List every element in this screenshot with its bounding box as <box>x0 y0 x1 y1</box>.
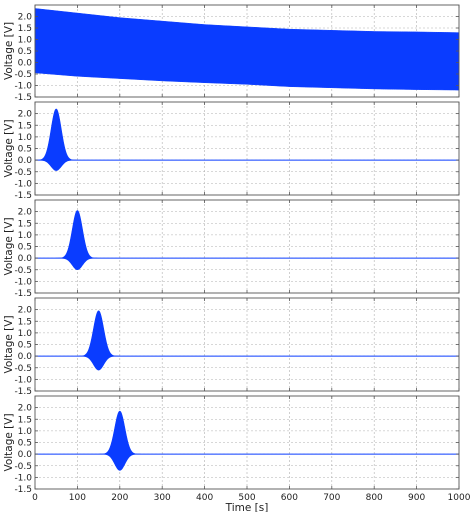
y-tick-label: -0.5 <box>14 364 32 374</box>
y-tick-label: 1.5 <box>18 415 32 425</box>
y-axis-title: Voltage [V] <box>3 217 15 275</box>
y-tick-label: -0.5 <box>14 168 32 178</box>
y-tick-label: 1.0 <box>18 133 33 143</box>
y-tick-label: 0.0 <box>18 450 33 460</box>
y-tick-label: 0.0 <box>18 156 33 166</box>
y-tick-label: -1.0 <box>14 179 32 189</box>
y-tick-label: 1.5 <box>18 219 32 229</box>
y-tick-label: 0.5 <box>18 145 32 155</box>
y-tick-label: 2.0 <box>18 404 33 414</box>
y-tick-label: -1.5 <box>14 289 32 299</box>
y-axis-title: Voltage [V] <box>3 119 15 177</box>
y-tick-label: 0.0 <box>18 352 33 362</box>
x-tick-label: 300 <box>154 493 171 503</box>
y-tick-label: 0.5 <box>18 341 32 351</box>
y-tick-label: 0.5 <box>18 439 32 449</box>
y-tick-label: 0.0 <box>18 59 33 69</box>
y-tick-label: 1.0 <box>18 329 33 339</box>
y-tick-label: -1.0 <box>14 375 32 385</box>
y-axis-title: Voltage [V] <box>3 413 15 471</box>
x-tick-label: 0 <box>32 493 38 503</box>
x-tick-label: 800 <box>366 493 383 503</box>
y-tick-label: 1.5 <box>18 121 32 131</box>
x-tick-label: 400 <box>196 493 213 503</box>
y-tick-label: 1.5 <box>18 317 32 327</box>
x-tick-label: 1000 <box>448 493 471 503</box>
y-tick-label: 0.5 <box>18 243 32 253</box>
y-tick-label: 1.5 <box>18 24 32 34</box>
pulse-shape <box>34 108 78 171</box>
signal-envelope-band <box>34 8 460 91</box>
y-tick-label: -1.5 <box>14 485 32 495</box>
pulse-shape <box>77 310 120 371</box>
x-tick-label: 100 <box>69 493 86 503</box>
y-tick-label: -1.0 <box>14 473 32 483</box>
y-tick-label: 2.0 <box>18 306 33 316</box>
y-tick-label: 2.0 <box>18 13 33 23</box>
y-tick-label: -0.5 <box>14 70 32 80</box>
y-tick-label: 1.0 <box>18 36 33 46</box>
y-tick-label: 1.0 <box>18 427 33 437</box>
y-tick-label: -1.5 <box>14 191 32 201</box>
pulse-shape <box>98 410 142 471</box>
y-tick-label: 0.0 <box>18 254 33 264</box>
y-tick-label: -1.5 <box>14 93 32 103</box>
y-tick-label: -0.5 <box>14 266 32 276</box>
x-tick-label: 500 <box>238 493 255 503</box>
y-tick-label: 1.0 <box>18 231 33 241</box>
x-axis: 0 100 200 300 400 500 600 700 800 900 1000 <box>32 493 471 503</box>
y-tick-label: -1.5 <box>14 387 32 397</box>
y-tick-label: 0.5 <box>18 47 32 57</box>
y-tick-label: -1.0 <box>14 277 32 287</box>
pulse-shape <box>56 210 99 271</box>
y-tick-label: -1.0 <box>14 82 32 92</box>
y-axis-title: Voltage [V] <box>3 22 15 80</box>
x-axis-title: Time [s] <box>225 502 269 512</box>
x-tick-label: 600 <box>281 493 298 503</box>
x-tick-label: 700 <box>323 493 340 503</box>
x-tick-label: 200 <box>111 493 128 503</box>
y-tick-label: 2.0 <box>18 110 33 120</box>
y-tick-label: -0.5 <box>14 462 32 472</box>
x-tick-label: 900 <box>408 493 425 503</box>
y-axis-title: Voltage [V] <box>3 315 15 373</box>
y-tick-label: 2.0 <box>18 208 33 218</box>
